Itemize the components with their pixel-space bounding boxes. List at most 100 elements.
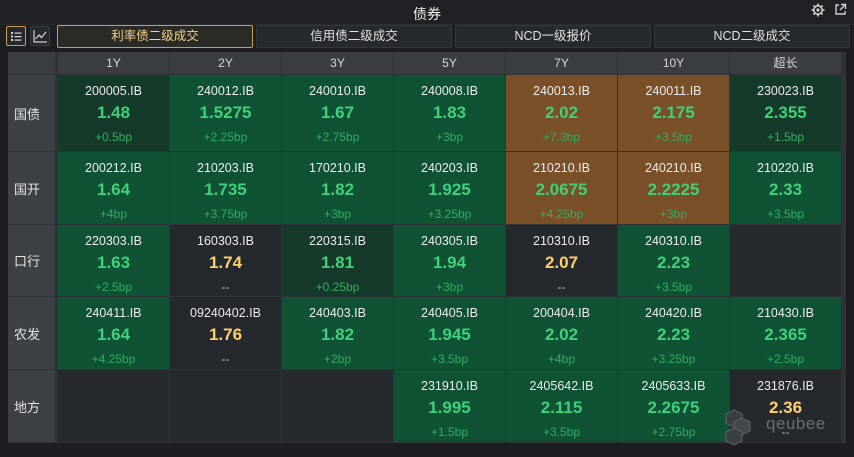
list-view-button[interactable]	[6, 26, 26, 46]
bond-code: 210310.IB	[533, 234, 590, 248]
bond-change: --	[781, 425, 790, 439]
bond-cell[interactable]: 240310.IB 2.23 +3.5bp	[618, 225, 729, 296]
bond-cell[interactable]: 240011.IB 2.175 +3.5bp	[618, 75, 729, 151]
bond-cell[interactable]: 240305.IB 1.94 +3bp	[394, 225, 505, 296]
bond-change: +3.5bp	[542, 425, 581, 439]
bond-yield: 1.735	[204, 180, 247, 199]
bond-yield: 1.64	[96, 325, 131, 344]
bond-yield: 1.82	[320, 180, 355, 199]
bond-cell[interactable]: 2405642.IB 2.115 +3.5bp	[506, 370, 617, 442]
bond-cell[interactable]: 160303.IB 1.74 --	[170, 225, 281, 296]
bond-cell[interactable]: 210310.IB 2.07 --	[506, 225, 617, 296]
bond-cell[interactable]: 200005.IB 1.48 +0.5bp	[58, 75, 169, 151]
external-link-icon[interactable]	[832, 3, 848, 19]
bond-change: +4bp	[547, 352, 576, 366]
bond-cell[interactable]: 240420.IB 2.23 +3.25bp	[618, 297, 729, 369]
bond-yield: 2.0675	[535, 180, 588, 199]
bond-cell[interactable]: 210210.IB 2.0675 +4.25bp	[506, 152, 617, 224]
bond-cell[interactable]: 210430.IB 2.365 +2.5bp	[730, 297, 841, 369]
bond-code: 210203.IB	[197, 161, 254, 175]
tab-1[interactable]: 利率债二级成交	[57, 25, 253, 48]
bond-cell[interactable]: 09240402.IB 1.76 --	[170, 297, 281, 369]
bond-change: +3.5bp	[654, 130, 693, 144]
bond-yield: 2.23	[656, 253, 691, 272]
bond-cell[interactable]: 240405.IB 1.945 +3.5bp	[394, 297, 505, 369]
bond-yield: 2.2675	[647, 398, 700, 417]
column-header[interactable]: 7Y	[506, 52, 617, 74]
empty-cell	[170, 370, 281, 442]
gear-icon[interactable]	[810, 3, 826, 19]
bond-code: 210430.IB	[757, 306, 814, 320]
bond-code: 240011.IB	[645, 84, 702, 98]
bond-cell[interactable]: 240403.IB 1.82 +2bp	[282, 297, 393, 369]
column-header[interactable]: 超长	[730, 52, 841, 74]
window-title: 债券	[413, 6, 441, 22]
bond-change: --	[221, 352, 230, 366]
column-header[interactable]: 3Y	[282, 52, 393, 74]
bond-change: +3bp	[323, 207, 352, 221]
bond-cell[interactable]: 231910.IB 1.995 +1.5bp	[394, 370, 505, 442]
bond-yield: 2.02	[544, 325, 579, 344]
bond-change: +4.25bp	[539, 207, 584, 221]
bond-code: 240012.IB	[197, 84, 254, 98]
bond-yield: 2.115	[540, 398, 583, 417]
bond-change: +2.75bp	[651, 425, 696, 439]
bond-change: +3.25bp	[427, 207, 472, 221]
column-header[interactable]: 5Y	[394, 52, 505, 74]
bond-cell[interactable]: 220315.IB 1.81 +0.25bp	[282, 225, 393, 296]
bond-change: +3bp	[435, 280, 464, 294]
bond-change: +3bp	[435, 130, 464, 144]
bond-cell[interactable]: 200212.IB 1.64 +4bp	[58, 152, 169, 224]
bond-code: 240008.IB	[421, 84, 478, 98]
bond-code: 240305.IB	[421, 234, 478, 248]
bond-cell[interactable]: 230023.IB 2.355 +1.5bp	[730, 75, 841, 151]
column-header[interactable]: 2Y	[170, 52, 281, 74]
row-header: 国开	[8, 152, 55, 224]
bond-yield: 2.355	[764, 103, 807, 122]
bond-cell[interactable]: 240012.IB 1.5275 +2.25bp	[170, 75, 281, 151]
bond-change: +4bp	[99, 207, 128, 221]
bond-cell[interactable]: 220303.IB 1.63 +2.5bp	[58, 225, 169, 296]
bond-code: 2405642.IB	[529, 379, 594, 393]
bond-cell[interactable]: 240013.IB 2.02 +7.3bp	[506, 75, 617, 151]
bond-cell[interactable]: 240008.IB 1.83 +3bp	[394, 75, 505, 151]
column-header[interactable]: 10Y	[618, 52, 729, 74]
bond-cell[interactable]: 170210.IB 1.82 +3bp	[282, 152, 393, 224]
tab-4[interactable]: NCD二级成交	[654, 25, 850, 48]
line-chart-icon	[33, 30, 47, 43]
tab-2[interactable]: 信用债二级成交	[256, 25, 452, 48]
bond-code: 09240402.IB	[190, 306, 261, 320]
bond-cell[interactable]: 2405633.IB 2.2675 +2.75bp	[618, 370, 729, 442]
bond-code: 240203.IB	[421, 161, 478, 175]
bond-cell[interactable]: 240411.IB 1.64 +4.25bp	[58, 297, 169, 369]
column-header[interactable]: 1Y	[58, 52, 169, 74]
bond-change: +3bp	[659, 207, 688, 221]
bond-code: 200212.IB	[85, 161, 142, 175]
tab-3[interactable]: NCD一级报价	[455, 25, 651, 48]
bond-code: 220315.IB	[309, 234, 366, 248]
chart-view-button[interactable]	[30, 26, 50, 46]
bond-code: 200404.IB	[533, 306, 590, 320]
list-icon	[11, 32, 22, 41]
bond-yield: 1.82	[320, 325, 355, 344]
bond-cell[interactable]: 210220.IB 2.33 +3.5bp	[730, 152, 841, 224]
bond-change: +2.25bp	[203, 130, 248, 144]
bond-code: 160303.IB	[197, 234, 254, 248]
bond-cell[interactable]: 240203.IB 1.925 +3.25bp	[394, 152, 505, 224]
bond-change: +4.25bp	[91, 352, 136, 366]
bond-cell[interactable]: 200404.IB 2.02 +4bp	[506, 297, 617, 369]
bond-cell[interactable]: 240210.IB 2.2225 +3bp	[618, 152, 729, 224]
bond-change: +0.25bp	[315, 280, 360, 294]
row-header: 地方	[8, 370, 55, 442]
bond-code: 240420.IB	[645, 306, 702, 320]
bond-cell[interactable]: 240010.IB 1.67 +2.75bp	[282, 75, 393, 151]
bond-change: +2.5bp	[94, 280, 133, 294]
bond-yield: 1.945	[428, 325, 471, 344]
bond-change: +1.5bp	[430, 425, 469, 439]
bond-cell[interactable]: 210203.IB 1.735 +3.75bp	[170, 152, 281, 224]
bond-change: +2bp	[323, 352, 352, 366]
tab-bar: 利率债二级成交 信用债二级成交 NCD一级报价 NCD二级成交	[0, 24, 854, 50]
bond-change: +3.25bp	[651, 352, 696, 366]
bond-change: +0.5bp	[94, 130, 133, 144]
bond-code: 231876.IB	[757, 379, 814, 393]
